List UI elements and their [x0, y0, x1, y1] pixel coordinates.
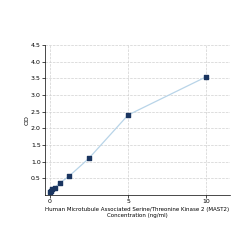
- Point: [87, 156, 91, 160]
- Point: [204, 75, 208, 79]
- Point: [67, 174, 71, 178]
- Y-axis label: OD: OD: [24, 115, 29, 125]
- Point: [49, 189, 53, 193]
- Point: [58, 181, 62, 185]
- Point: [48, 190, 52, 194]
- Point: [52, 186, 56, 190]
- Point: [50, 187, 54, 191]
- X-axis label: Human Microtubule Associated Serine/Threonine Kinase 2 (MAST2)
Concentration (ng: Human Microtubule Associated Serine/Thre…: [46, 207, 230, 218]
- Point: [126, 113, 130, 117]
